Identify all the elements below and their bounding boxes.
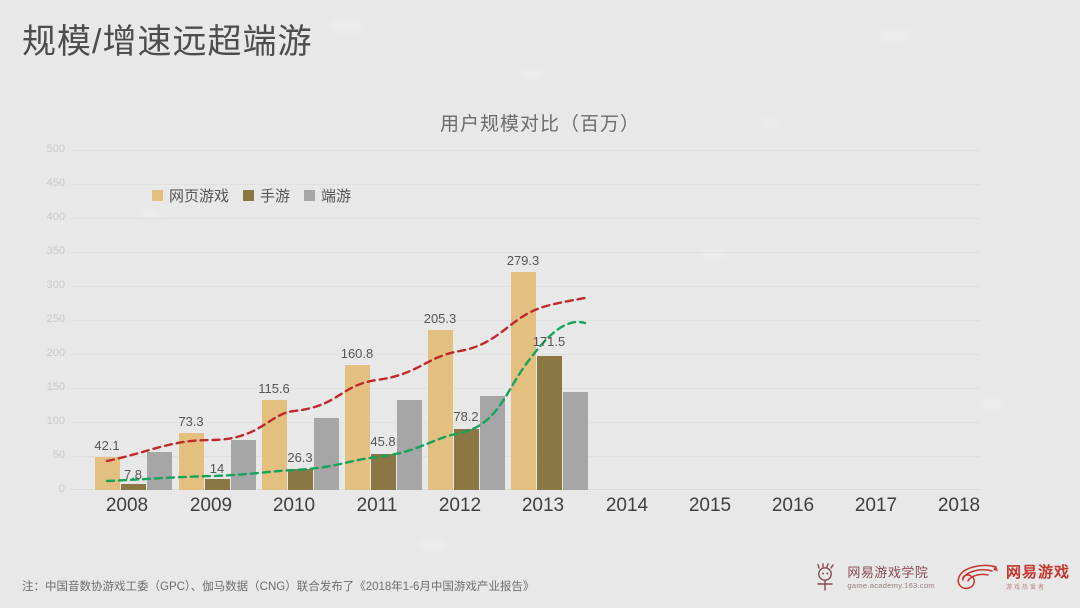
x-tick-2017: 2017	[854, 495, 898, 516]
footnote: 注：中国音数协游戏工委（GPC）、伽马数据（CNG）联合发布了《2018年1-6…	[22, 581, 535, 593]
legend-item-pc[interactable]: 端游	[304, 185, 351, 206]
bar-mobile-2009[interactable]	[205, 479, 230, 490]
label-mobile-2009: 14	[209, 461, 225, 476]
academy-url: game.academy.163.com	[847, 580, 935, 590]
bar-pc-2013[interactable]	[563, 392, 588, 490]
bar-mobile-2013[interactable]	[537, 356, 562, 490]
y-tick-500: 500	[46, 143, 65, 155]
x-tick-2010: 2010	[272, 495, 316, 516]
chart-plot-area: 500 450 400 350 300 250 200 150 100 50 0	[0, 95, 1080, 550]
x-tick-2012: 2012	[438, 495, 482, 516]
legend-label-web: 网页游戏	[169, 188, 230, 205]
chart-title: 用户规模对比（百万）	[439, 114, 640, 135]
bar-mobile-2008[interactable]	[121, 484, 146, 490]
x-tick-2018: 2018	[937, 495, 981, 516]
page-title: 规模/增速远超端游	[22, 23, 313, 61]
bar-pc-2010[interactable]	[314, 418, 339, 490]
bar-web-2012[interactable]	[428, 330, 453, 490]
label-mobile-2010: 26.3	[287, 450, 313, 465]
label-mobile-2013: 171.5	[532, 334, 566, 349]
netease-swirl-icon	[957, 564, 998, 590]
y-tick-300: 300	[46, 279, 65, 291]
y-tick-450: 450	[46, 177, 65, 189]
legend-item-mobile[interactable]: 手游	[243, 185, 290, 206]
academy-logo: 网易游戏学院 game.academy.163.com	[814, 563, 935, 593]
y-tick-50: 50	[52, 449, 65, 461]
y-tick-150: 150	[46, 381, 65, 393]
y-tick-0: 0	[58, 483, 65, 495]
bar-web-2011[interactable]	[345, 365, 370, 490]
netease-games-logo: 网易游戏 游戏热爱者	[953, 563, 1070, 593]
bar-web-2008[interactable]	[95, 457, 120, 490]
bar-pc-2011[interactable]	[397, 400, 422, 490]
x-tick-2015: 2015	[688, 495, 732, 516]
y-tick-250: 250	[46, 313, 65, 325]
label-mobile-2011: 45.8	[370, 434, 396, 449]
y-tick-400: 400	[46, 211, 65, 223]
label-mobile-2008: 7.8	[123, 467, 143, 482]
bar-pc-2012[interactable]	[480, 396, 505, 490]
netease-name: 网易游戏	[1005, 564, 1070, 582]
y-tick-200: 200	[46, 347, 65, 359]
label-web-2010: 115.6	[258, 381, 290, 396]
legend-label-mobile: 手游	[260, 188, 291, 205]
chart-container: 用户规模对比（百万） 500 450 400 350 300 250 200 1…	[0, 95, 1080, 550]
academy-mark-icon	[817, 563, 835, 591]
label-mobile-2012: 78.2	[453, 409, 479, 424]
legend-swatch-web-icon	[152, 190, 163, 201]
legend-swatch-pc-icon	[304, 190, 316, 201]
bar-mobile-2012[interactable]	[454, 429, 479, 490]
bar-web-2009[interactable]	[179, 433, 204, 490]
legend-swatch-mobile-icon	[243, 190, 255, 201]
legend-item-web[interactable]: 网页游戏	[152, 185, 229, 206]
x-tick-2008: 2008	[105, 495, 149, 516]
chart-legend: 网页游戏 手游 端游	[152, 185, 351, 206]
label-web-2008: 42.1	[94, 438, 120, 453]
label-web-2012: 205.3	[423, 311, 457, 326]
bars-layer	[0, 95, 1080, 490]
label-web-2013: 279.3	[506, 253, 540, 268]
academy-name: 网易游戏学院	[847, 565, 929, 581]
x-tick-2011: 2011	[356, 495, 398, 516]
logo-bar: 网易游戏学院 game.academy.163.com 网易游戏 游戏热爱者	[814, 563, 1070, 593]
y-tick-100: 100	[46, 415, 65, 427]
x-tick-2009: 2009	[189, 495, 233, 516]
label-web-2009: 73.3	[178, 414, 204, 429]
x-tick-2014: 2014	[605, 495, 649, 516]
bar-mobile-2010[interactable]	[288, 469, 313, 490]
legend-label-pc: 端游	[321, 188, 352, 205]
y-tick-350: 350	[46, 245, 65, 257]
bar-web-2010[interactable]	[262, 400, 287, 490]
bar-pc-2009[interactable]	[231, 440, 256, 490]
bar-web-2013[interactable]	[511, 272, 536, 490]
bar-mobile-2011[interactable]	[371, 454, 396, 490]
x-tick-2016: 2016	[771, 495, 815, 516]
netease-slogan: 游戏热爱者	[1005, 584, 1046, 591]
label-web-2011: 160.8	[340, 346, 374, 361]
x-tick-2013: 2013	[521, 495, 565, 516]
bar-pc-2008[interactable]	[147, 452, 172, 490]
